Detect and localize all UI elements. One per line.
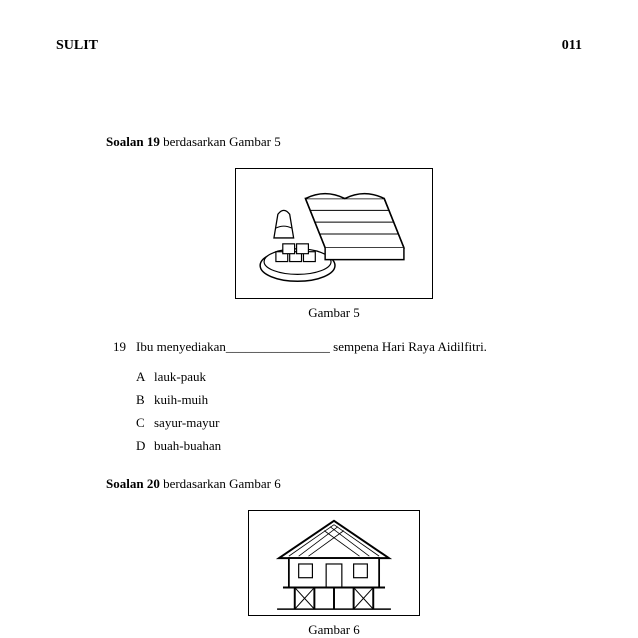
option-letter: C [136,415,154,431]
q19-stem: Ibu menyediakan________________ sempena … [136,339,562,355]
q19-stem-after: sempena Hari Raya Aidilfitri. [330,339,487,354]
q19-option-c[interactable]: C sayur-mayur [136,415,562,431]
option-letter: D [136,438,154,454]
page-header: SULIT 011 [56,38,582,54]
exam-page: SULIT 011 Soalan 19 berdasarkan Gambar 5 [0,0,638,638]
q19-option-a[interactable]: A lauk-pauk [136,369,562,385]
soalan-19-heading: Soalan 19 berdasarkan Gambar 5 [106,134,562,150]
content-body: Soalan 19 berdasarkan Gambar 5 [56,134,582,638]
header-left: SULIT [56,38,98,54]
q19-option-b[interactable]: B kuih-muih [136,392,562,408]
option-text: sayur-mayur [154,415,219,431]
soalan-19-label-rest: berdasarkan Gambar 5 [160,134,281,149]
option-text: buah-buahan [154,438,221,454]
soalan-19-label: Soalan 19 [106,134,160,149]
q19-options: A lauk-pauk B kuih-muih C sayur-mayur D … [106,369,562,454]
q19-blank: ________________ [226,339,330,354]
question-19: 19 Ibu menyediakan________________ sempe… [106,339,562,355]
q19-number: 19 [106,339,136,355]
option-letter: A [136,369,154,385]
gambar-5-figure [235,168,433,299]
soalan-20-label-rest: berdasarkan Gambar 6 [160,476,281,491]
gambar-6-figure [248,510,420,616]
q19-option-d[interactable]: D buah-buahan [136,438,562,454]
soalan-20-heading: Soalan 20 berdasarkan Gambar 6 [106,476,562,492]
header-right: 011 [562,38,582,54]
soalan-20-label: Soalan 20 [106,476,160,491]
option-letter: B [136,392,154,408]
q19-stem-before: Ibu menyediakan [136,339,226,354]
soalan-20-block: Soalan 20 berdasarkan Gambar 6 [106,476,562,638]
option-text: kuih-muih [154,392,208,408]
gambar-6-caption: Gambar 6 [106,622,562,638]
option-text: lauk-pauk [154,369,206,385]
gambar-5-caption: Gambar 5 [106,305,562,321]
